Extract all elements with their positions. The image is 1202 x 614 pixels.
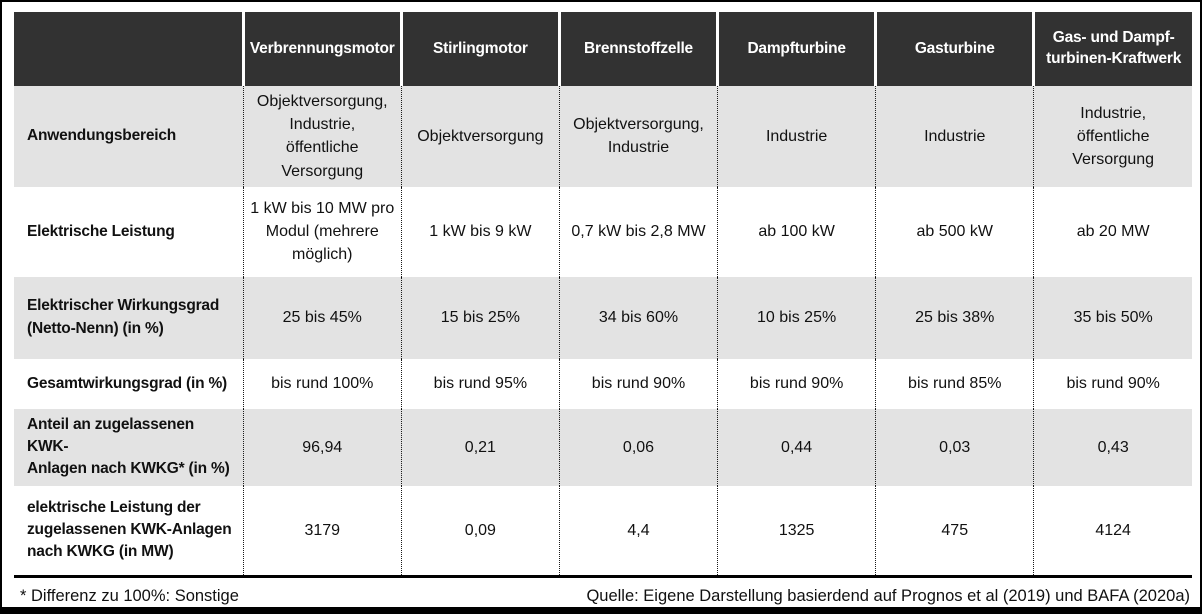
cell: 25 bis 45% — [242, 276, 402, 359]
cell: 4,4 — [558, 485, 718, 575]
cell: Objektversorgung, Industrie, öffentliche… — [242, 86, 402, 187]
table-row-anteil-kwk-anlagen: Anteil an zugelassenen KWK- Anlagen nach… — [14, 408, 1192, 486]
footnote: * Differenz zu 100%: Sonstige — [20, 586, 239, 605]
cell: 0,44 — [717, 408, 876, 486]
cell: 1 kW bis 9 kW — [400, 186, 560, 277]
table-row-anwendungsbereich: Anwendungsbereich Objektversorgung, Indu… — [14, 86, 1192, 187]
cell: ab 500 kW — [875, 186, 1034, 277]
cell: bis rund 85% — [875, 358, 1034, 409]
cell: 35 bis 50% — [1033, 276, 1192, 359]
cell: 25 bis 38% — [875, 276, 1034, 359]
col-header-gasturbine: Gasturbine — [874, 12, 1034, 86]
corner-cell — [14, 12, 244, 86]
table-footer: * Differenz zu 100%: Sonstige Quelle: Ei… — [14, 574, 1192, 606]
header-row: Verbrennungsmotor Stirlingmotor Brennsto… — [14, 12, 1192, 86]
cell: 1325 — [717, 485, 876, 575]
cell: 0,43 — [1033, 408, 1192, 486]
table-row-elektrische-leistung-kwkg: elektrische Leistung der zugelassenen KW… — [14, 485, 1192, 575]
cell: bis rund 90% — [717, 358, 876, 409]
cell: 0,7 kW bis 2,8 MW — [558, 186, 718, 277]
cell: 34 bis 60% — [558, 276, 718, 359]
cell: 1 kW bis 10 MW pro Modul (mehrere möglic… — [242, 186, 402, 277]
row-label: Anwendungsbereich — [27, 127, 177, 145]
row-label: Gesamtwirkungsgrad (in %) — [27, 374, 227, 392]
cell: bis rund 100% — [242, 358, 402, 409]
cell: Industrie, öffentliche Versorgung — [1033, 86, 1192, 187]
cell: 0,09 — [400, 485, 560, 575]
row-label: Anteil an zugelassenen KWK- Anlagen nach… — [27, 415, 230, 478]
cell: 0,21 — [400, 408, 560, 486]
table-row-elektrischer-wirkungsgrad: Elektrischer Wirkungsgrad (Netto-Nenn) (… — [14, 276, 1192, 359]
row-label: Elektrische Leistung — [27, 222, 175, 240]
cell: 0,06 — [558, 408, 718, 486]
row-label: elektrische Leistung der zugelassenen KW… — [27, 498, 232, 561]
cell: Industrie — [717, 86, 876, 187]
cell: 3179 — [242, 485, 402, 575]
cell: 475 — [875, 485, 1034, 575]
cell: 15 bis 25% — [400, 276, 560, 359]
cell: ab 100 kW — [717, 186, 876, 277]
cell: bis rund 90% — [1033, 358, 1192, 409]
col-header-verbrennungsmotor: Verbrennungsmotor — [241, 12, 402, 86]
cell: 96,94 — [242, 408, 402, 486]
source-citation: Quelle: Eigene Darstellung basierdend au… — [586, 586, 1190, 605]
cell: Objektversorgung, Industrie — [558, 86, 718, 187]
kwk-technology-table: Verbrennungsmotor Stirlingmotor Brennsto… — [14, 12, 1192, 575]
cell: 4124 — [1033, 485, 1192, 575]
cell: Industrie — [875, 86, 1034, 187]
cell: bis rund 95% — [400, 358, 560, 409]
col-header-dampfturbine: Dampfturbine — [716, 12, 876, 86]
table-row-gesamtwirkungsgrad: Gesamtwirkungsgrad (in %) bis rund 100% … — [14, 358, 1192, 409]
cell: 0,03 — [875, 408, 1034, 486]
col-header-brennstoffzelle: Brennstoffzelle — [557, 12, 718, 86]
cell: bis rund 90% — [558, 358, 718, 409]
row-label: Elektrischer Wirkungsgrad (Netto-Nenn) (… — [27, 297, 220, 337]
table-row-elektrische-leistung: Elektrische Leistung 1 kW bis 10 MW pro … — [14, 186, 1192, 277]
col-header-stirlingmotor: Stirlingmotor — [399, 12, 560, 86]
cell: Objektversorgung — [400, 86, 560, 187]
col-header-gud-kraftwerk: Gas- und Dampf- turbinen-Kraftwerk — [1032, 12, 1192, 86]
cell: 10 bis 25% — [717, 276, 876, 359]
cell: ab 20 MW — [1033, 186, 1192, 277]
